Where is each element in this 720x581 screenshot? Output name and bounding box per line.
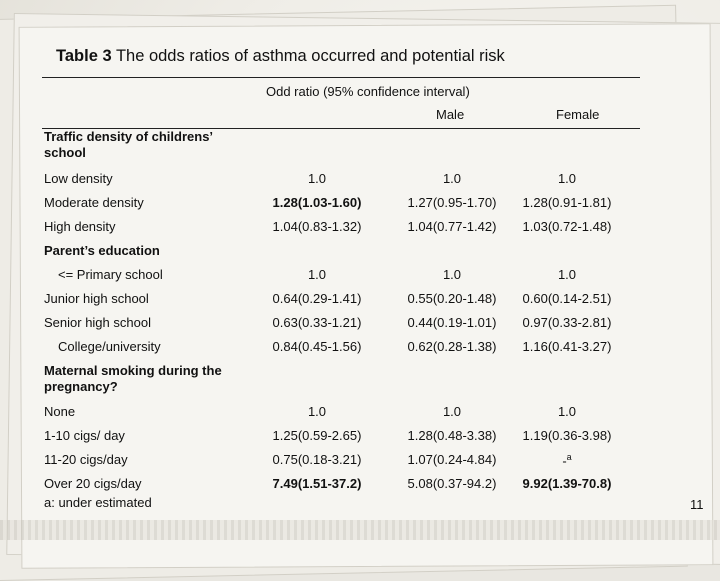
row-label: Senior high school bbox=[44, 315, 151, 330]
table-row: College/university 0.84(0.45-1.56) 0.62(… bbox=[0, 339, 720, 357]
cell-male: 0.62(0.28-1.38) bbox=[407, 339, 497, 354]
cell-female: -a bbox=[562, 452, 572, 469]
cell-male: 1.0 bbox=[442, 171, 462, 186]
cell-overall: 1.0 bbox=[307, 404, 327, 419]
cell-overall: 1.25(0.59-2.65) bbox=[272, 428, 362, 443]
cell-male: 1.27(0.95-1.70) bbox=[407, 195, 497, 210]
header-rule bbox=[42, 77, 640, 78]
cell-female: 1.0 bbox=[557, 171, 577, 186]
cell-male: 1.28(0.48-3.38) bbox=[407, 428, 497, 443]
cell-overall: 1.0 bbox=[307, 171, 327, 186]
column-group-header: Odd ratio (95% confidence interval) bbox=[266, 84, 470, 99]
row-label: Junior high school bbox=[44, 291, 149, 306]
section-maternal-smoking: Maternal smoking during the pregnancy? bbox=[44, 363, 222, 394]
table-row: Over 20 cigs/day 7.49(1.51-37.2) 5.08(0.… bbox=[0, 476, 720, 494]
table-row: 11-20 cigs/day 0.75(0.18-3.21) 1.07(0.24… bbox=[0, 452, 720, 470]
table-title-text: The odds ratios of asthma occurred and p… bbox=[115, 47, 505, 65]
cell-male: 1.04(0.77-1.42) bbox=[407, 219, 497, 234]
footnote-marker: a bbox=[566, 452, 572, 462]
cell-female: 0.97(0.33-2.81) bbox=[522, 315, 612, 330]
cell-overall: 0.64(0.29-1.41) bbox=[272, 291, 362, 306]
header-bottom-rule bbox=[42, 128, 640, 129]
table-row: High density 1.04(0.83-1.32) 1.04(0.77-1… bbox=[0, 219, 720, 237]
column-header-male: Male bbox=[436, 107, 465, 122]
cell-female: 0.60(0.14-2.51) bbox=[522, 291, 612, 306]
cell-male: 1.0 bbox=[442, 267, 462, 282]
table-row: <= Primary school 1.0 1.0 1.0 bbox=[0, 267, 720, 285]
row-label: 1-10 cigs/ day bbox=[44, 428, 125, 443]
cell-male: 5.08(0.37-94.2) bbox=[407, 476, 497, 491]
cell-overall: 1.04(0.83-1.32) bbox=[272, 219, 362, 234]
page-title: Table 3 The odds ratios of asthma occurr… bbox=[56, 47, 505, 66]
row-label: High density bbox=[44, 219, 116, 234]
table-row: None 1.0 1.0 1.0 bbox=[0, 404, 720, 422]
table-row: Moderate density 1.28(1.03-1.60) 1.27(0.… bbox=[0, 195, 720, 213]
cell-male: 0.44(0.19-1.01) bbox=[407, 315, 497, 330]
column-header-female: Female bbox=[556, 107, 600, 122]
cell-female: 9.92(1.39-70.8) bbox=[522, 476, 612, 491]
cell-overall: 7.49(1.51-37.2) bbox=[272, 476, 362, 491]
cell-overall: 1.0 bbox=[307, 267, 327, 282]
cell-overall: 0.84(0.45-1.56) bbox=[272, 339, 362, 354]
table-row: Junior high school 0.64(0.29-1.41) 0.55(… bbox=[0, 291, 720, 309]
cell-female: 1.0 bbox=[557, 404, 577, 419]
cell-female: 1.16(0.41-3.27) bbox=[522, 339, 612, 354]
row-label: Low density bbox=[44, 171, 113, 186]
row-label: College/university bbox=[58, 339, 161, 354]
cell-overall: 1.28(1.03-1.60) bbox=[272, 195, 362, 210]
cell-female: 1.19(0.36-3.98) bbox=[522, 428, 612, 443]
table-row: 1-10 cigs/ day 1.25(0.59-2.65) 1.28(0.48… bbox=[0, 428, 720, 446]
section-traffic-density: Traffic density of childrens’ school bbox=[44, 129, 214, 160]
row-label: 11-20 cigs/day bbox=[44, 452, 128, 467]
row-label: Over 20 cigs/day bbox=[44, 476, 142, 491]
cell-female: 1.03(0.72-1.48) bbox=[522, 219, 612, 234]
table-number: Table 3 bbox=[56, 47, 112, 65]
row-label: None bbox=[44, 404, 76, 419]
page-number: 11 bbox=[690, 497, 704, 512]
row-label: <= Primary school bbox=[58, 267, 163, 282]
table-row: Senior high school 0.63(0.33-1.21) 0.44(… bbox=[0, 315, 720, 333]
row-label: Moderate density bbox=[44, 195, 144, 210]
cell-male: 1.0 bbox=[442, 404, 462, 419]
cell-overall: 0.63(0.33-1.21) bbox=[272, 315, 362, 330]
cell-overall: 0.75(0.18-3.21) bbox=[272, 452, 362, 467]
cell-female: 1.0 bbox=[557, 267, 577, 282]
table-row: Low density 1.0 1.0 1.0 bbox=[0, 171, 720, 189]
cell-male: 0.55(0.20-1.48) bbox=[407, 291, 497, 306]
cell-female: 1.28(0.91-1.81) bbox=[522, 195, 612, 210]
cell-male: 1.07(0.24-4.84) bbox=[407, 452, 497, 467]
decorative-bars bbox=[0, 520, 720, 540]
footnote: a: under estimated bbox=[44, 495, 152, 510]
section-parent-education: Parent’s education bbox=[44, 243, 160, 258]
